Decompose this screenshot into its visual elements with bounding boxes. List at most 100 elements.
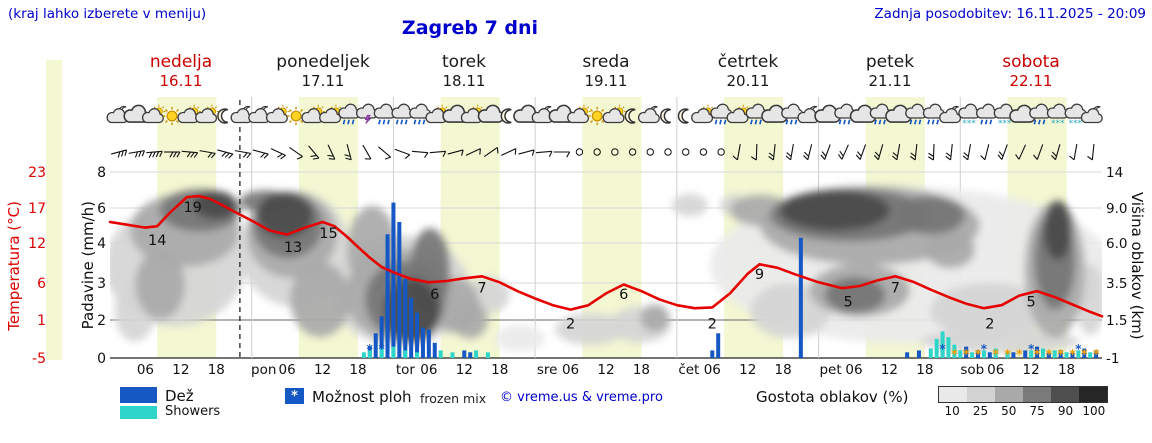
cloud-height-axis-label: Višina oblakov (km) bbox=[1124, 168, 1150, 363]
scale-number: 100 bbox=[1082, 404, 1106, 418]
svg-text:7: 7 bbox=[891, 280, 900, 296]
weather-icon-moon bbox=[500, 108, 512, 124]
svg-text:*: * bbox=[975, 348, 982, 363]
day-date: 21.11 bbox=[868, 72, 912, 90]
weather-icon-rain bbox=[373, 103, 396, 125]
svg-text:18: 18 bbox=[349, 362, 366, 378]
svg-text:pet: pet bbox=[819, 362, 841, 378]
svg-text:12: 12 bbox=[314, 362, 331, 378]
svg-text:*: * bbox=[1002, 119, 1007, 129]
svg-text:18: 18 bbox=[208, 362, 225, 378]
svg-text:6: 6 bbox=[37, 276, 46, 292]
svg-text:*: * bbox=[1057, 348, 1064, 363]
svg-text:*: * bbox=[367, 342, 374, 356]
svg-text:06: 06 bbox=[845, 362, 862, 378]
precipitation-axis-label: Padavine (mm/h) bbox=[76, 168, 100, 363]
weather-icon-sun-cloud bbox=[602, 104, 627, 124]
svg-text:-5: -5 bbox=[32, 351, 46, 367]
svg-text:1.5: 1.5 bbox=[1106, 313, 1127, 329]
weather-icon-snow: * * * bbox=[1046, 103, 1069, 129]
day-header-torek: torek 18.11 bbox=[393, 52, 535, 90]
svg-text:*: * bbox=[1069, 348, 1076, 363]
svg-text:*: * bbox=[1075, 342, 1082, 356]
day-header-sobota: sobota 22.11 bbox=[960, 52, 1102, 90]
day-date: 22.11 bbox=[1009, 72, 1053, 90]
day-name: nedelja bbox=[149, 52, 213, 72]
svg-text:3.5: 3.5 bbox=[1106, 276, 1127, 292]
svg-text:*: * bbox=[1073, 119, 1078, 129]
svg-text:06: 06 bbox=[279, 362, 296, 378]
weather-icon-sun bbox=[588, 106, 607, 126]
svg-text:6.0: 6.0 bbox=[1106, 236, 1127, 252]
weather-icon-sun-cloud bbox=[141, 104, 166, 124]
svg-text:9: 9 bbox=[755, 267, 764, 283]
svg-text:*: * bbox=[992, 348, 999, 363]
copyright-link[interactable]: © vreme.us & vreme.pro bbox=[500, 390, 663, 405]
weather-icon-moon bbox=[217, 108, 229, 124]
svg-text:6: 6 bbox=[97, 201, 106, 217]
weather-icon-sun bbox=[162, 106, 182, 126]
day-date: 20.11 bbox=[726, 72, 770, 90]
svg-text:18: 18 bbox=[491, 362, 508, 378]
svg-text:tor: tor bbox=[396, 362, 416, 378]
wind-barbs-row bbox=[110, 143, 1095, 161]
svg-text:06: 06 bbox=[987, 362, 1004, 378]
svg-text:2: 2 bbox=[708, 317, 717, 333]
svg-text:-1: -1 bbox=[1106, 351, 1119, 367]
day-header-sreda: sreda 19.11 bbox=[535, 52, 677, 90]
svg-text:*: * bbox=[939, 342, 946, 356]
weather-icon-moon-cloud bbox=[939, 105, 962, 124]
svg-text:17: 17 bbox=[28, 201, 46, 217]
temperature-line: 14 19 13 15 6 7 2 6 2 9 5 7 2 5 bbox=[108, 194, 1104, 333]
svg-text:12: 12 bbox=[881, 362, 898, 378]
cloud-density-scale-bar bbox=[938, 386, 1108, 403]
svg-text:9.0: 9.0 bbox=[1106, 201, 1127, 217]
svg-text:pon: pon bbox=[251, 362, 276, 378]
day-header-nedelja: nedelja 16.11 bbox=[110, 52, 252, 90]
svg-text:14: 14 bbox=[148, 233, 166, 249]
day-name: sobota bbox=[1002, 52, 1060, 72]
scale-number: 75 bbox=[1029, 404, 1045, 418]
scale-segment bbox=[1079, 387, 1107, 402]
cloud-density-scale-numbers: 10 25 50 75 90 100 bbox=[938, 404, 1108, 418]
svg-text:čet: čet bbox=[678, 362, 699, 378]
rain-legend-label: Dež bbox=[165, 387, 194, 405]
weather-icon-sun-cloud bbox=[726, 104, 751, 124]
svg-text:12: 12 bbox=[597, 362, 614, 378]
scale-number: 10 bbox=[944, 404, 960, 418]
weather-icon-moon-cloud bbox=[637, 105, 660, 124]
day-header-cetrtek: četrtek 20.11 bbox=[677, 52, 819, 90]
scale-segment bbox=[1023, 387, 1051, 402]
cloud-density-legend-label: Gostota oblakov (%) bbox=[756, 388, 909, 406]
svg-text:5: 5 bbox=[843, 294, 852, 310]
temperature-axis-label-text: Temperatura (°C) bbox=[5, 200, 23, 331]
svg-text:13: 13 bbox=[284, 240, 302, 256]
day-name: ponedeljek bbox=[276, 52, 370, 72]
temperature-axis-label: Temperatura (°C) bbox=[2, 168, 26, 363]
svg-text:8: 8 bbox=[97, 165, 106, 181]
svg-text:*: * bbox=[1004, 348, 1011, 363]
svg-text:*: * bbox=[1078, 119, 1083, 129]
svg-text:06: 06 bbox=[137, 362, 154, 378]
weather-icon-sun-cloud bbox=[691, 104, 715, 124]
weather-icon-sun-cloud bbox=[195, 104, 219, 124]
svg-text:12: 12 bbox=[28, 236, 46, 252]
day-name: sreda bbox=[582, 52, 630, 72]
weather-icon-sun-cloud bbox=[265, 104, 290, 124]
svg-text:12: 12 bbox=[172, 362, 189, 378]
svg-text:*: * bbox=[1016, 348, 1023, 363]
star-icon: * bbox=[291, 388, 298, 404]
svg-text:6: 6 bbox=[430, 287, 439, 303]
scale-number: 25 bbox=[972, 404, 989, 418]
cloud-height-axis-label-text: Višina oblakov (km) bbox=[1128, 191, 1146, 340]
svg-text:*: * bbox=[1051, 119, 1056, 129]
weather-icon-sun-cloud bbox=[301, 104, 325, 124]
svg-text:*: * bbox=[1028, 342, 1035, 356]
svg-text:2: 2 bbox=[97, 313, 106, 329]
svg-text:sob: sob bbox=[960, 362, 984, 378]
weather-icons-row: * * * * * * * * * * * * bbox=[106, 103, 1103, 129]
scale-segment bbox=[939, 387, 967, 402]
weather-icon-moon-cloud bbox=[1080, 105, 1103, 124]
